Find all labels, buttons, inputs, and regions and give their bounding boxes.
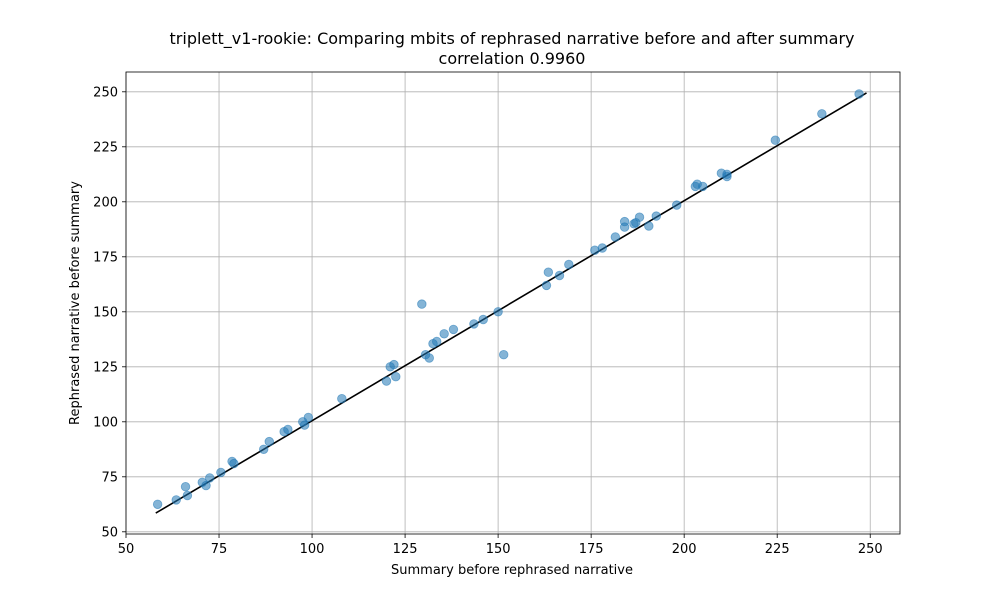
x-tick-label: 250 (858, 542, 883, 557)
scatter-point (299, 420, 310, 430)
data-points (152, 89, 864, 510)
scatter-point (651, 211, 661, 221)
y-tick-label: 100 (93, 415, 118, 430)
scatter-point (216, 467, 226, 478)
trend-line-layer (155, 92, 867, 514)
scatter-point (469, 319, 479, 329)
plot-frame (125, 71, 901, 535)
scatter-point (381, 376, 392, 386)
y-tick-label: 175 (93, 250, 118, 265)
scatter-point (672, 200, 682, 210)
x-tick-label: 75 (211, 542, 228, 557)
scatter-point (391, 372, 401, 382)
y-tick-label: 75 (101, 470, 118, 485)
scatter-point (698, 181, 708, 192)
scatter-point (817, 109, 827, 119)
scatter-point (498, 350, 509, 360)
scatter-point (493, 307, 503, 317)
scatter-point (448, 324, 459, 335)
scatter-point (171, 495, 181, 505)
x-tick-label: 50 (118, 542, 135, 557)
x-tick-label: 175 (579, 542, 604, 557)
scatter-point (543, 267, 554, 277)
scatter-point (417, 299, 427, 309)
scatter-point (182, 490, 193, 501)
y-tick-label: 250 (93, 85, 118, 100)
scatter-point (229, 458, 239, 469)
y-tick-label: 225 (93, 140, 118, 155)
scatter-point (337, 394, 347, 404)
scatter-point (201, 480, 211, 491)
scatter-point (722, 171, 732, 182)
y-axis-label: Rephrased narrative before summary (68, 181, 83, 425)
scatter-point (258, 444, 269, 455)
scatter-point (424, 353, 434, 363)
scatter-point (610, 232, 621, 242)
x-tick-label: 100 (300, 542, 325, 557)
scatter-point (264, 436, 274, 447)
scatter-point (152, 499, 163, 510)
scatter-point (478, 314, 488, 325)
chart-subtitle: correlation 0.9960 (439, 49, 586, 68)
scatter-point (554, 270, 565, 281)
axes: 50 75 100 125 150 175 200 225 250 50 75 100 125 150 17… (93, 71, 901, 557)
scatter-point (283, 424, 293, 435)
scatter-point (303, 412, 314, 423)
scatter-point (854, 89, 864, 99)
scatter-point (205, 473, 215, 483)
scatter-point (644, 221, 654, 231)
y-tick-label: 125 (93, 360, 118, 375)
scatter-point (389, 359, 399, 370)
scatter-point (597, 243, 608, 253)
grid-lines (125, 72, 900, 534)
scatter-point (180, 482, 191, 492)
y-tick-label: 150 (93, 305, 118, 320)
chart-title: triplett_v1-rookie: Comparing mbits of r… (170, 29, 855, 49)
scatter-point (619, 222, 630, 232)
y-tick-label: 200 (93, 195, 118, 210)
trend-line (155, 92, 867, 514)
scatter-point (770, 135, 781, 145)
x-tick-label: 125 (393, 542, 418, 557)
scatter-point (634, 212, 645, 222)
scatter-point (541, 280, 552, 291)
scatter-point (439, 329, 449, 339)
y-tick-label: 50 (101, 525, 118, 540)
scatter-point (564, 259, 574, 270)
x-tick-label: 225 (765, 542, 790, 557)
scatter-point (432, 336, 442, 347)
x-axis-label: Summary before rephrased narrative (391, 563, 633, 578)
x-tick-label: 200 (672, 542, 697, 557)
x-tick-label: 150 (486, 542, 511, 557)
